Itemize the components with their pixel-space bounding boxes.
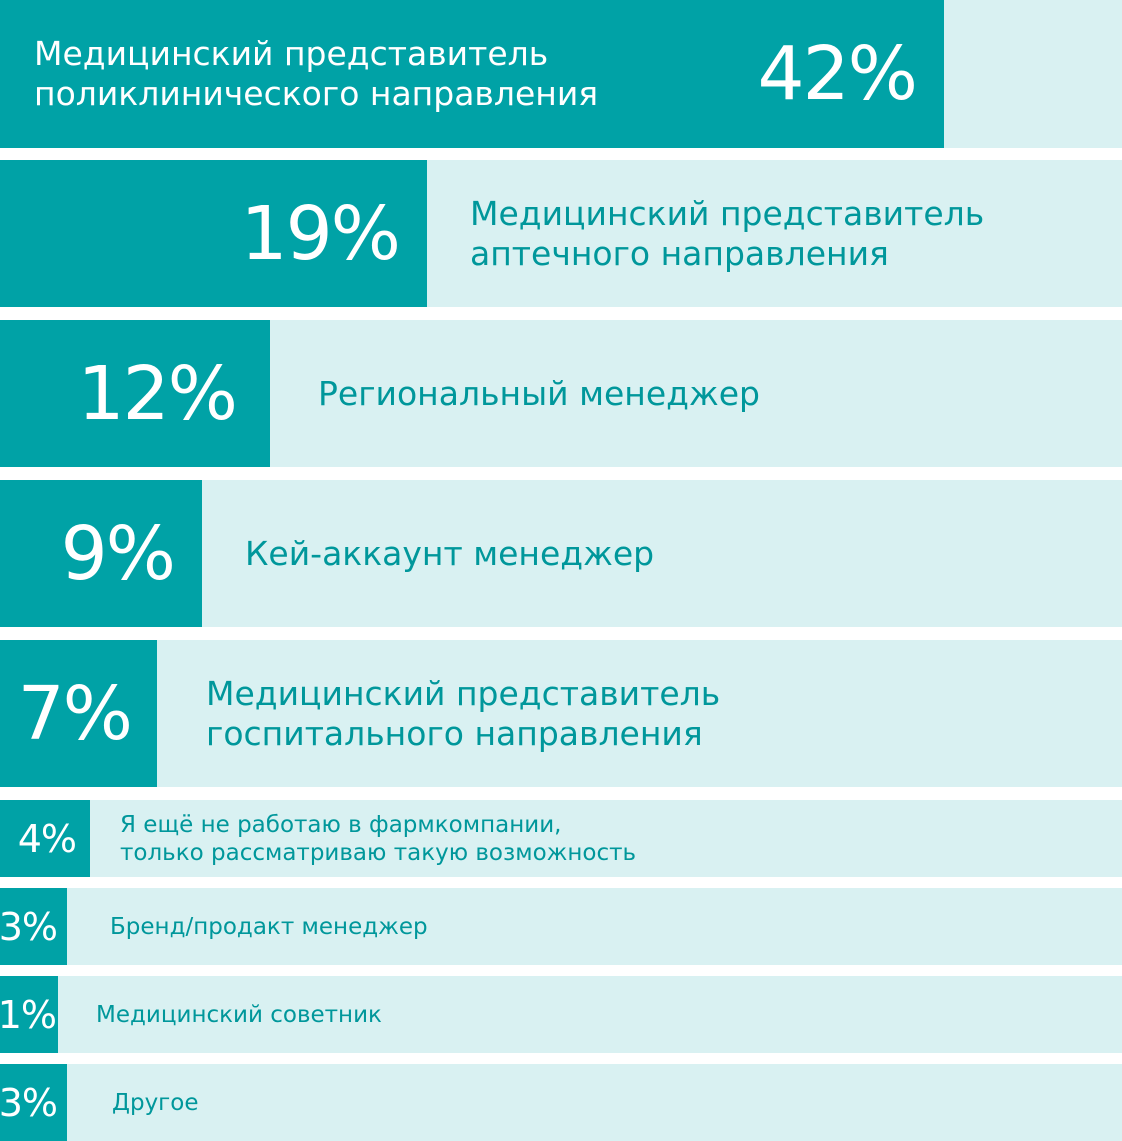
bar-row: 9% Кей-аккаунт менеджер — [0, 480, 1122, 627]
bar-row: 3% Бренд/продакт менеджер — [0, 888, 1122, 965]
bar — [0, 640, 157, 787]
bar-row: 7% Медицинский представитель госпитальног… — [0, 640, 1122, 787]
bar-category-label: Региональный менеджер — [318, 373, 760, 413]
bar-value-label: 3% — [0, 1080, 58, 1125]
bar — [0, 0, 944, 148]
bar-row: 1% Медицинский советник — [0, 976, 1122, 1053]
bar-category-label: Медицинский советник — [96, 1001, 382, 1028]
bar — [0, 888, 67, 965]
bar-category-label: Кей-аккаунт менеджер — [245, 533, 655, 573]
bar-value-label: 19% — [240, 190, 401, 277]
bar-category-label: Медицинский представитель госпитального … — [206, 673, 721, 753]
bar-value-label: 9% — [60, 510, 176, 597]
bar-row: 42% Медицинский представитель поликлиниче… — [0, 0, 1122, 148]
bar-value-label: 1% — [0, 992, 57, 1037]
bar-category-label: Медицинский представитель поликлиническо… — [34, 34, 599, 113]
bar-value-label: 4% — [17, 816, 77, 861]
bar — [0, 320, 270, 467]
bar-row: 4% Я ещё не работаю в фармкомпании, тольк… — [0, 800, 1122, 877]
bar — [0, 480, 202, 627]
bar-value-label: 7% — [17, 670, 133, 757]
bar-value-label: 12% — [77, 350, 238, 437]
bar-category-label: Медицинский представитель аптечного напр… — [470, 193, 985, 273]
bar-value-label: 42% — [757, 31, 918, 117]
bar — [0, 976, 58, 1053]
bar-category-label: Я ещё не работаю в фармкомпании, только … — [120, 811, 637, 866]
bar — [0, 160, 427, 307]
bar — [0, 1064, 67, 1141]
bar-row: 3% Другое — [0, 1064, 1122, 1141]
bar-row: 12% Региональный менеджер — [0, 320, 1122, 467]
bar-row: 19% Медицинский представитель аптечного н… — [0, 160, 1122, 307]
bar-value-label: 3% — [0, 904, 58, 949]
bar-category-label: Другое — [112, 1089, 199, 1116]
bar-category-label: Бренд/продакт менеджер — [110, 913, 428, 940]
bar — [0, 800, 90, 877]
